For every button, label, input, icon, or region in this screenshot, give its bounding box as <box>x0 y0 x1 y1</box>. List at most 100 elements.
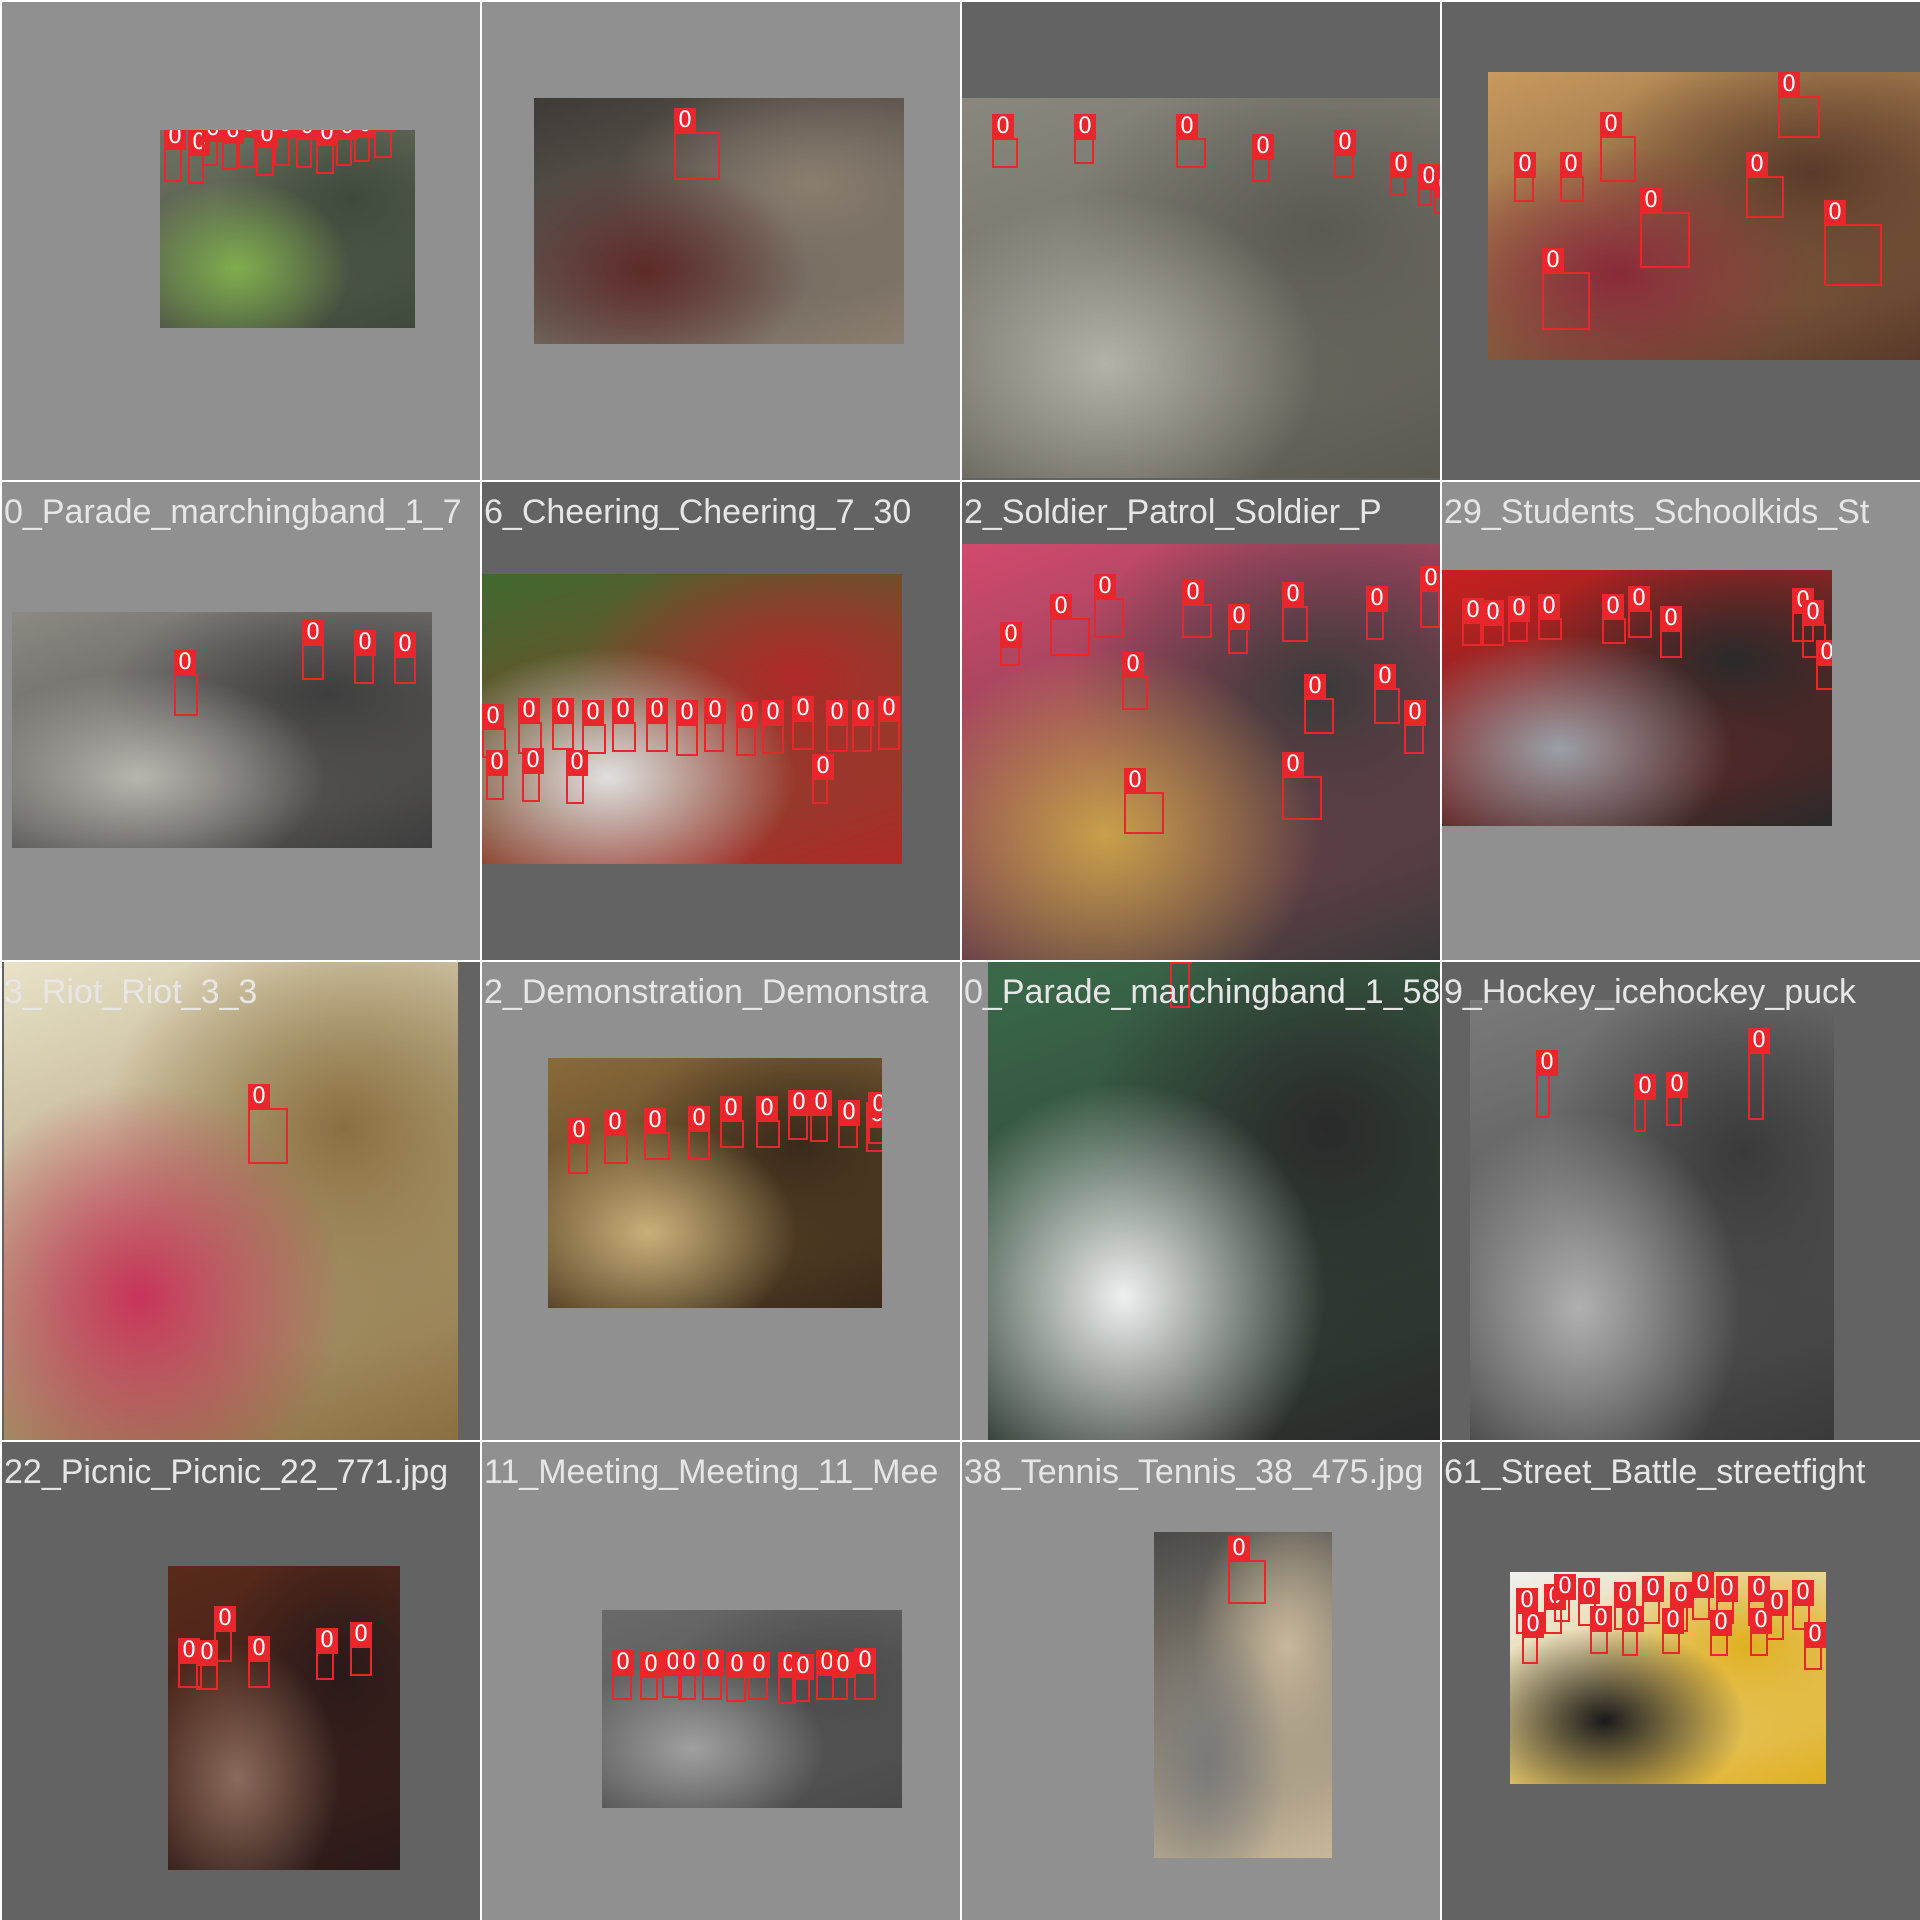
detection-box: 0 <box>1750 1608 1772 1656</box>
detection-label: 0 <box>1282 582 1304 608</box>
detection-label: 0 <box>1420 566 1440 592</box>
detection-label: 0 <box>1516 1588 1538 1614</box>
detection-label: 0 <box>1778 72 1800 98</box>
detection-label: 0 <box>1252 134 1274 160</box>
detection-label: 0 <box>1050 594 1072 620</box>
detection-box: 0 <box>1536 1050 1558 1118</box>
detection-label: 0 <box>788 1090 810 1116</box>
detection-box: 0 <box>1176 114 1206 168</box>
tile-caption: 38_Tennis_Tennis_38_475.jpg <box>964 1453 1424 1491</box>
detection-label: 0 <box>1536 1050 1558 1076</box>
mosaic-tile: 0 <box>480 0 960 480</box>
tile-caption: 2_Soldier_Patrol_Soldier_P <box>964 493 1382 531</box>
detection-box: 0 <box>1804 1622 1826 1670</box>
detection-label: 0 <box>1748 1028 1770 1054</box>
detection-label: 0 <box>1748 1576 1770 1602</box>
detection-box: 0 <box>1746 152 1784 218</box>
detection-label: 0 <box>1000 622 1022 648</box>
detection-label: 0 <box>1710 1610 1732 1636</box>
detection-label: 0 <box>1538 594 1560 620</box>
detection-box: 0 <box>316 1628 338 1680</box>
detection-label: 0 <box>1560 152 1582 178</box>
detection-box: 0 <box>826 700 848 752</box>
mosaic-tile: 0 0 0 0 0 0 0 0 0 0 0 0 11_Meeting_Meeting_11_Mee <box>480 1440 960 1920</box>
detection-label: 0 <box>1628 586 1650 612</box>
detection-box: 0 <box>1050 594 1090 656</box>
detection-label: 0 <box>1522 1612 1544 1638</box>
detection-box: 0 <box>1252 134 1274 182</box>
detection-box: 0 <box>248 1084 288 1164</box>
detection-box: 0 <box>736 702 758 756</box>
detection-box: 0 <box>174 650 198 716</box>
detection-box: 0 <box>1366 586 1388 640</box>
detection-label: 0 <box>1642 1576 1664 1602</box>
detection-box: 0 <box>1404 700 1426 754</box>
detection-label: 0 <box>354 630 376 656</box>
detection-box: 0 <box>688 1106 710 1160</box>
detection-label: 0 <box>274 130 296 138</box>
detection-label: 0 <box>640 1652 662 1678</box>
detection-label: 0 <box>1590 1606 1612 1632</box>
detection-box: 0 <box>552 698 574 750</box>
detection-box: 0 <box>1522 1612 1544 1664</box>
detection-box: 0 <box>202 130 224 166</box>
detection-box: 0 <box>1590 1606 1612 1654</box>
detection-label: 0 <box>354 130 376 138</box>
detection-box: 0 <box>1124 768 1164 834</box>
detection-box: 0 <box>792 696 814 750</box>
detection-label: 0 <box>1182 580 1204 606</box>
detection-box: 0 <box>1710 1610 1732 1656</box>
detection-box: 0 <box>1282 582 1308 642</box>
detection-label: 0 <box>174 650 196 676</box>
detection-label: 0 <box>704 698 726 724</box>
detection-box: 0 <box>296 130 318 168</box>
detection-box: 0 <box>702 1650 724 1700</box>
detection-label: 0 <box>1124 768 1146 794</box>
detection-box: 0 <box>1662 1608 1684 1654</box>
detection-box: 0 <box>394 632 416 684</box>
detection-label: 0 <box>1614 1582 1636 1608</box>
detection-label: 0 <box>202 130 224 142</box>
photo: 0 <box>534 98 904 344</box>
detection-label: 0 <box>1816 640 1832 666</box>
detection-box: 0 <box>302 620 324 680</box>
detection-label: 0 <box>302 620 324 646</box>
detection-box: 0 <box>644 1108 670 1160</box>
detection-box: 0 <box>1634 1074 1656 1132</box>
detection-box: 0 <box>238 130 260 168</box>
detection-box: 0 <box>1418 164 1440 206</box>
detection-label: 0 <box>1792 1580 1814 1606</box>
detection-box: 0 <box>336 130 358 166</box>
detection-label: 0 <box>518 698 540 724</box>
detection-box: 0 <box>486 750 508 800</box>
detection-box: 0 <box>612 698 636 752</box>
mosaic-tile: 00_Parade_marchingband_1_58 <box>960 960 1440 1440</box>
detection-box: 0 <box>568 1118 590 1174</box>
detection-box: 0 <box>350 1622 372 1676</box>
photo: 0 <box>1154 1532 1332 1858</box>
detection-label: 0 <box>1176 114 1198 140</box>
detection-label: 0 <box>482 704 504 730</box>
detection-label: 0 <box>1578 1578 1600 1604</box>
detection-box: 0 <box>812 754 834 804</box>
detection-box: 0 <box>482 704 506 758</box>
detection-box: 0 <box>868 1092 882 1144</box>
detection-box: 0 <box>792 1654 814 1702</box>
detection-box: 0 <box>1390 152 1412 196</box>
detection-box: 0 <box>1748 1028 1770 1120</box>
mosaic-tile: 0 0 0 0 0 0 22_Picnic_Picnic_22_771.jpg <box>0 1440 480 1920</box>
detection-label: 0 <box>1074 114 1096 140</box>
detection-label: 0 <box>1640 188 1662 214</box>
detection-box: 0 <box>566 750 588 804</box>
detection-box: 0 <box>1554 1574 1576 1622</box>
detection-box: 0 <box>1660 606 1682 658</box>
detection-box: 0 <box>704 698 726 752</box>
detection-label: 0 <box>792 696 814 722</box>
detection-label: 0 <box>868 1092 882 1118</box>
